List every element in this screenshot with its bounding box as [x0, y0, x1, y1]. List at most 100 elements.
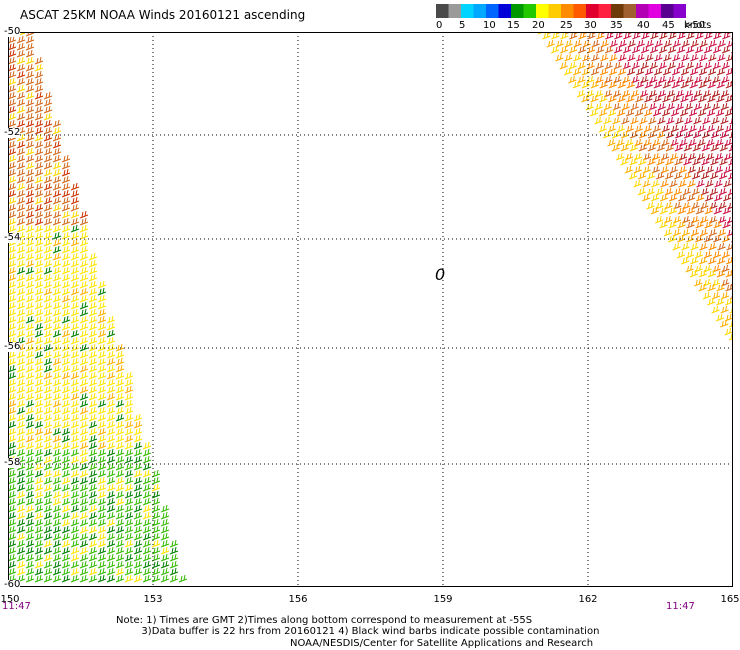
wind-barb: [133, 420, 143, 429]
wind-barb: [124, 434, 134, 443]
wind-barb: [25, 266, 35, 275]
wind-barb: [600, 53, 609, 62]
wind-barb: [573, 53, 582, 62]
wind-barb: [70, 567, 80, 576]
wind-barb: [577, 61, 586, 70]
wind-barb: [34, 455, 44, 464]
wind-barb: [679, 108, 689, 117]
wind-barb: [678, 165, 687, 174]
wind-barb: [124, 560, 134, 569]
wind-barb: [25, 455, 35, 464]
wind-barb: [160, 504, 170, 513]
wind-barb: [106, 448, 116, 457]
wind-barb: [70, 518, 80, 527]
wind-barb: [555, 53, 564, 62]
wind-barb: [16, 49, 26, 58]
wind-barb: [70, 322, 80, 331]
wind-barb: [133, 560, 143, 569]
wind-barb: [115, 504, 125, 513]
credit-line: NOAA/NESDIS/Center for Satellite Applica…: [290, 638, 594, 649]
wind-barb: [88, 399, 98, 408]
wind-barb: [34, 245, 44, 254]
wind-barb: [25, 371, 35, 380]
wind-barb: [151, 504, 161, 513]
wind-barb: [115, 427, 125, 436]
wind-barb: [34, 273, 44, 282]
wind-barb: [43, 315, 53, 324]
wind-barb: [106, 476, 116, 485]
wind-barb: [61, 434, 71, 443]
wind-barb: [151, 546, 161, 555]
wind-barb: [70, 224, 80, 233]
wind-barb: [25, 140, 35, 149]
wind-barb: [34, 371, 44, 380]
wind-barb: [151, 532, 161, 541]
wind-barb: [8, 175, 17, 184]
wind-barb: [694, 250, 704, 259]
wind-barb: [642, 165, 651, 174]
wind-barb: [52, 252, 62, 261]
wind-barb: [88, 357, 98, 366]
wind-barb: [97, 385, 107, 394]
wind-barb: [16, 112, 26, 121]
wind-barb: [16, 245, 26, 254]
wind-barb: [97, 546, 107, 555]
wind-barb: [34, 336, 44, 345]
wind-barb: [667, 45, 677, 54]
wind-barb: [591, 53, 600, 62]
wind-barb: [79, 287, 89, 296]
wind-barb: [643, 108, 653, 117]
wind-barb: [16, 406, 26, 415]
wind-barb: [97, 413, 107, 422]
wind-barb: [654, 39, 663, 48]
wind-barb: [563, 67, 573, 76]
wind-barb: [664, 187, 673, 196]
wind-barb: [25, 490, 35, 499]
wind-barb: [124, 392, 134, 401]
wind-barb: [88, 441, 98, 450]
wind-barb: [690, 242, 699, 251]
wind-barb: [702, 291, 712, 300]
wind-barb: [115, 413, 125, 422]
wind-barb: [25, 315, 35, 324]
wind-barb: [43, 539, 53, 548]
wind-barb: [124, 476, 134, 485]
wind-barb: [685, 61, 694, 70]
wind-barb: [662, 94, 671, 103]
wind-barb: [700, 171, 710, 180]
wind-barb: [698, 94, 707, 103]
wind-barb: [52, 308, 62, 317]
wind-barb: [79, 462, 89, 471]
wind-barb: [667, 61, 676, 70]
wind-barb: [8, 357, 17, 366]
wind-barb: [43, 147, 53, 156]
wind-barb: [618, 39, 627, 48]
wind-barb: [612, 116, 621, 125]
wind-barb: [16, 147, 26, 156]
wind-barb: [52, 280, 62, 289]
wind-barb: [690, 256, 699, 265]
wind-barb: [594, 116, 603, 125]
wind-barb: [653, 67, 663, 76]
wind-barb: [88, 448, 98, 457]
wind-barb: [700, 187, 709, 196]
wind-barb: [659, 220, 668, 229]
wind-barbs-left-swath: [8, 32, 188, 583]
wind-barb: [16, 469, 26, 478]
wind-barb: [106, 336, 116, 345]
wind-barb: [672, 242, 681, 251]
wind-barb: [34, 420, 44, 429]
wind-barb: [8, 168, 17, 177]
wind-barb: [8, 539, 17, 548]
wind-barb: [43, 182, 53, 191]
wind-barb: [34, 105, 44, 114]
wind-barb: [61, 224, 71, 233]
wind-barb: [34, 434, 44, 443]
wind-barb: [16, 210, 26, 219]
wind-barb: [124, 525, 134, 534]
wind-barb: [97, 490, 107, 499]
wind-barb: [658, 61, 667, 70]
wind-barb: [704, 193, 714, 202]
wind-barb: [25, 462, 35, 471]
wind-barb: [79, 525, 89, 534]
